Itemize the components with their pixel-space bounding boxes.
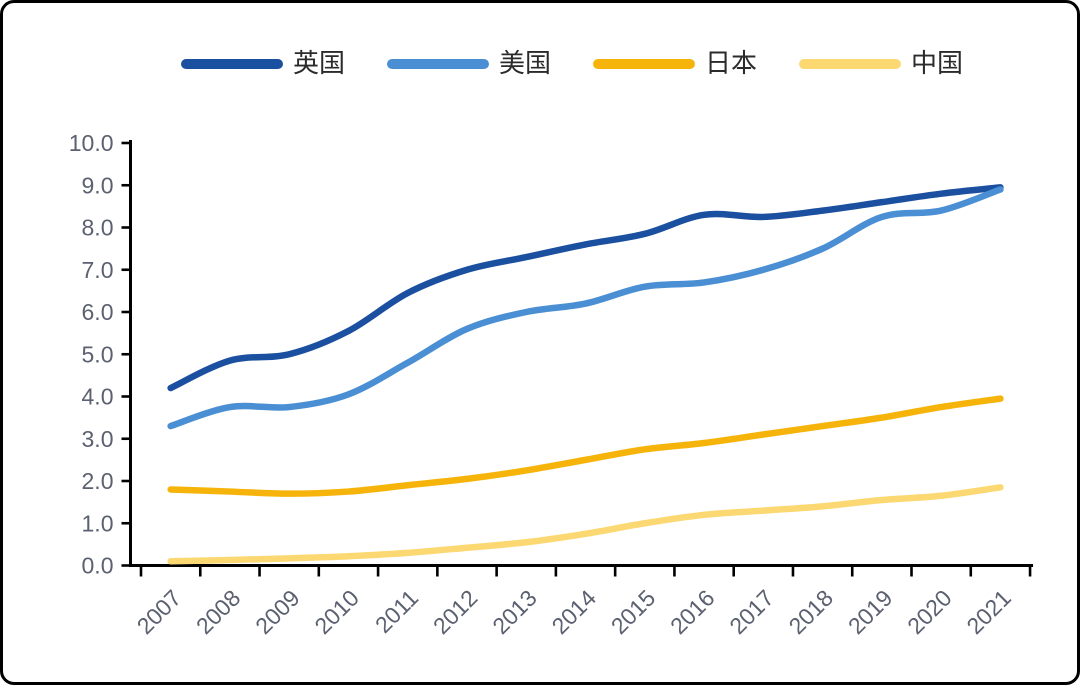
series-line-3 <box>167 484 1004 565</box>
x-tick-label: 2009 <box>250 585 305 640</box>
x-tick-label: 2020 <box>902 585 957 640</box>
china-legend-label: 中国 <box>911 49 964 79</box>
uk-line-swatch <box>181 59 283 69</box>
x-tick-label: 2021 <box>961 585 1016 640</box>
y-tick-label: 6.0 <box>82 299 114 325</box>
x-tick-label: 2018 <box>784 585 839 640</box>
x-tick-label: 2012 <box>428 585 483 640</box>
series-line-0 <box>167 184 1004 392</box>
legend-item-uk: 英国 <box>181 51 345 77</box>
japan-line-swatch <box>593 59 696 69</box>
us-line-swatch <box>387 59 490 69</box>
y-tick-label: 10.0 <box>69 130 114 156</box>
uk-legend-label: 英国 <box>293 49 346 79</box>
x-tick-label: 2008 <box>191 585 246 640</box>
y-tick-label: 3.0 <box>82 426 114 452</box>
y-tick-label: 9.0 <box>82 172 114 198</box>
series-line-2 <box>167 395 1004 497</box>
y-tick-label: 5.0 <box>82 341 114 367</box>
legend-item-japan: 日本 <box>593 51 757 77</box>
japan-legend-label: 日本 <box>705 49 758 79</box>
x-tick-label: 2010 <box>309 585 364 640</box>
y-tick-label: 8.0 <box>82 215 114 241</box>
china-line-swatch <box>799 59 902 69</box>
x-tick-label: 2013 <box>487 585 542 640</box>
legend-item-china: 中国 <box>799 51 963 77</box>
x-tick-label: 2015 <box>606 585 661 640</box>
y-tick-label: 4.0 <box>82 384 114 410</box>
x-tick-label: 2016 <box>665 585 720 640</box>
x-tick-label: 2007 <box>132 585 187 640</box>
legend-item-us: 美国 <box>387 51 551 77</box>
y-tick-label: 0.0 <box>82 553 114 579</box>
y-tick-label: 2.0 <box>82 468 114 494</box>
series-line-1 <box>167 186 1004 430</box>
y-tick-label: 1.0 <box>82 510 114 536</box>
x-tick-label: 2019 <box>843 585 898 640</box>
chart-legend: 英国 美国 日本 中国 <box>181 47 963 81</box>
x-tick-label: 2017 <box>724 585 779 640</box>
us-legend-label: 美国 <box>499 49 552 79</box>
y-tick-label: 7.0 <box>82 257 114 283</box>
x-tick-label: 2011 <box>370 585 423 638</box>
x-tick-label: 2014 <box>546 585 601 640</box>
